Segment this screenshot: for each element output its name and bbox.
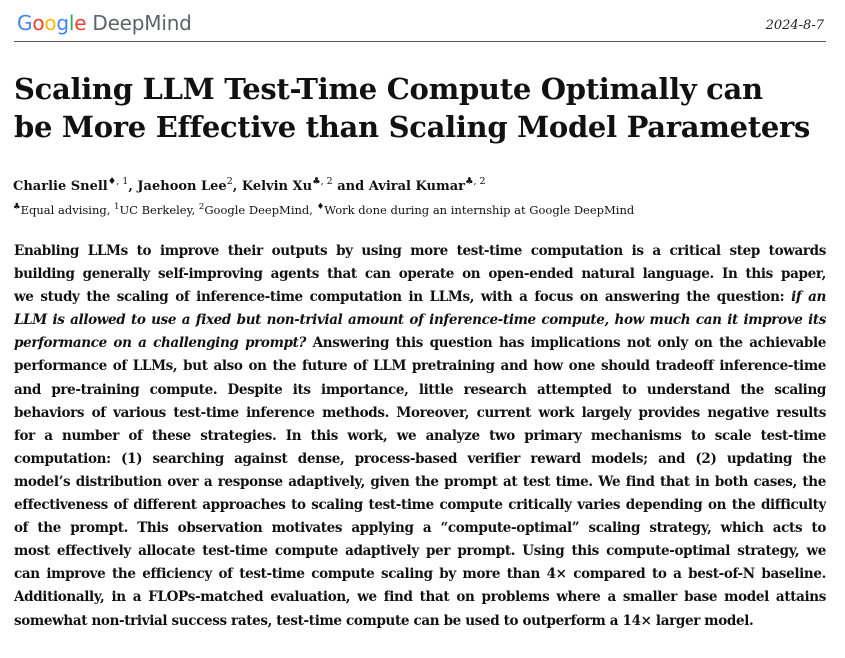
affiliation-text: Work done during an internship at Google…: [324, 203, 635, 217]
abstract-line: we study the scaling of inference-time c…: [14, 286, 826, 309]
affiliation-mark: 2: [198, 202, 205, 212]
author-marks: ♣, 2: [464, 176, 486, 187]
author-separator: ,: [128, 179, 138, 194]
abstract-line: somewhat non-trivial success rates, test…: [14, 612, 754, 629]
logo-letter: e: [74, 11, 87, 35]
title-line-2: be More Effective than Scaling Model Par…: [14, 110, 811, 144]
abstract-question: if an: [791, 289, 826, 306]
author-name: Charlie Snell: [13, 179, 108, 194]
abstract-line: of the prompt. This observation motivate…: [14, 520, 826, 537]
abstract-question: performance on a challenging prompt?: [14, 335, 307, 352]
author-list: Charlie Snell♦, 1, Jaehoon Lee2, Kelvin …: [13, 176, 486, 198]
abstract-text: Answering this question has implications…: [306, 335, 826, 352]
abstract-line: LLM is allowed to use a fixed but non-tr…: [14, 309, 826, 332]
affiliation-mark: 1: [114, 202, 120, 212]
affiliation-mark: ♣: [13, 202, 21, 212]
author-marks: ♣, 2: [312, 176, 333, 187]
abstract-line: can improve the efficiency of test-time …: [14, 566, 826, 583]
paper-title: Scaling LLM Test-Time Compute Optimally …: [14, 70, 834, 146]
google-deepmind-logo: Google DeepMind: [17, 10, 192, 36]
page-header: Google DeepMind 2024-8-7: [14, 8, 826, 40]
affiliation-text: Google DeepMind,: [204, 203, 317, 217]
abstract-line: Additionally, in a FLOPs-matched evaluat…: [14, 589, 826, 606]
abstract-line: building generally self-improving agents…: [14, 266, 826, 283]
header-divider: [14, 41, 826, 42]
abstract-line: effectiveness of different approaches to…: [14, 497, 826, 514]
abstract-line: Enabling LLMs to improve their outputs b…: [14, 243, 826, 259]
affiliation-list: ♣Equal advising, 1UC Berkeley, 2Google D…: [13, 201, 634, 219]
abstract-line: computation: (1) searching against dense…: [14, 450, 826, 467]
logo-letter: o: [44, 11, 57, 35]
author-name: Aviral Kumar: [368, 179, 465, 194]
logo-letter: g: [56, 11, 69, 35]
author-name: Jaehoon Lee: [137, 179, 227, 194]
abstract-text: we study the scaling of inference-time c…: [14, 289, 792, 306]
logo-letter: o: [32, 11, 45, 35]
abstract-line: behaviors of various test-time inference…: [14, 404, 826, 421]
affiliation-mark: ♦: [316, 202, 325, 212]
abstract-line: performance of LLMs, but also on the fut…: [14, 358, 826, 375]
title-line-1: Scaling LLM Test-Time Compute Optimally …: [14, 72, 763, 106]
author-marks: ♦, 1: [107, 176, 129, 187]
abstract-line: and pre-training compute. Despite its im…: [14, 381, 826, 398]
abstract: Enabling LLMs to improve their outputs b…: [14, 240, 826, 633]
logo-letter: l: [68, 11, 75, 35]
publication-date: 2024-8-7: [765, 18, 824, 33]
logo-letter: G: [17, 11, 33, 35]
affiliation-text: UC Berkeley,: [119, 203, 199, 217]
abstract-question: LLM is allowed to use a fixed but non-tr…: [14, 312, 826, 329]
affiliation-text: Equal advising,: [20, 203, 115, 217]
abstract-line: performance on a challenging prompt? Ans…: [14, 332, 826, 355]
author-marks: 2: [226, 176, 233, 187]
abstract-line: model’s distribution over a response ada…: [14, 473, 826, 490]
author-separator: ,: [232, 179, 242, 194]
abstract-line: most effectively allocate test-time comp…: [14, 543, 826, 560]
author-separator: and: [332, 179, 369, 194]
abstract-line: for a number of these strategies. In thi…: [14, 427, 826, 444]
logo-deepmind-text: DeepMind: [92, 11, 192, 35]
author-name: Kelvin Xu: [241, 179, 313, 194]
